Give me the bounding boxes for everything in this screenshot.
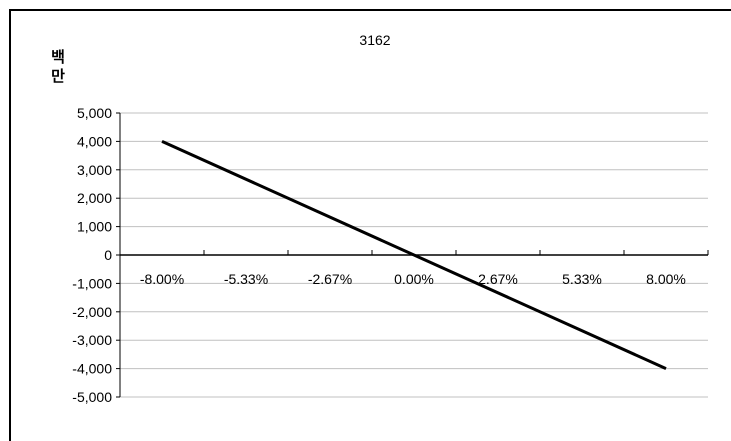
x-tick-label: 8.00% [646,271,686,287]
x-tick-label: 5.33% [562,271,602,287]
y-tick-label: 3,000 [77,162,112,178]
y-tick-label: -1,000 [72,275,112,291]
y-tick-label: 5,000 [77,105,112,121]
chart-title: 3162 [359,32,391,48]
y-tick-label: -5,000 [72,389,112,405]
y-tick-label: -2,000 [72,304,112,320]
y-tick-label: 2,000 [77,190,112,206]
y-tick-label: 4,000 [77,133,112,149]
x-tick-label: -5.33% [224,271,268,287]
y-tick-label: -3,000 [72,332,112,348]
y-tick-label: -4,000 [72,361,112,377]
x-tick-label: -8.00% [140,271,184,287]
y-tick-label: 0 [104,247,112,263]
y-tick-label: 1,000 [77,219,112,235]
series-line [161,140,667,370]
x-tick-label: 2.67% [478,271,518,287]
x-tick-label: -2.67% [308,271,352,287]
x-tick-label: 0.00% [394,271,434,287]
y-unit-label-line-2: 만 [51,68,65,85]
y-unit-label-line-1: 백 [51,49,65,66]
